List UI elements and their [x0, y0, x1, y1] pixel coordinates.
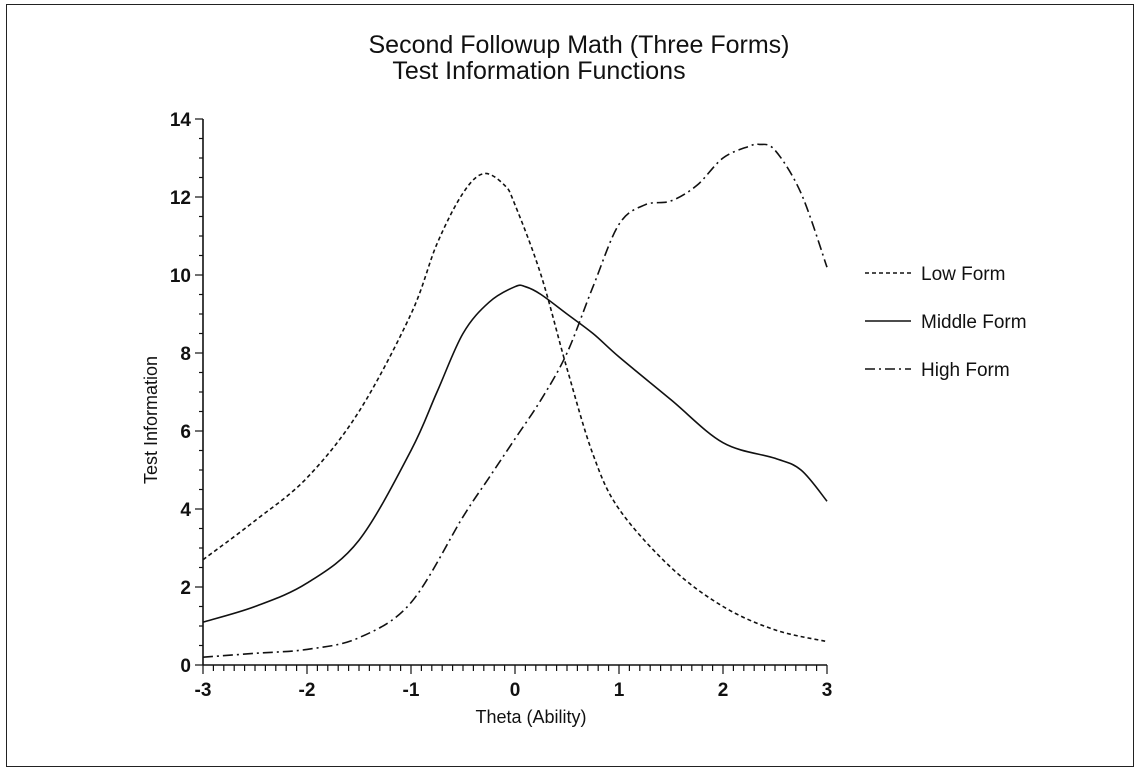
series-line-middle-form — [202, 284, 828, 623]
x-tick-label: -2 — [299, 680, 316, 701]
x-tick-label: -3 — [195, 680, 212, 701]
x-axis-label: Theta (Ability) — [475, 707, 586, 727]
legend-label: High Form — [921, 360, 1010, 381]
chart-svg: Second Followup Math (Three Forms) Test … — [141, 31, 1027, 727]
y-tick-label: 6 — [180, 422, 191, 443]
y-tick-label: 0 — [180, 656, 191, 677]
tick-marks — [195, 118, 828, 674]
y-tick-label: 12 — [170, 188, 191, 209]
y-tick-label: 8 — [180, 344, 191, 365]
legend-label: Low Form — [921, 264, 1005, 285]
x-tick-label: 0 — [510, 680, 521, 701]
y-tick-label: 2 — [180, 578, 191, 599]
y-tick-label: 4 — [180, 500, 191, 521]
y-tick-label: 10 — [170, 266, 191, 287]
series-lines — [202, 143, 828, 658]
x-tick-label: -1 — [403, 680, 420, 701]
legend-label: Middle Form — [921, 312, 1027, 333]
y-tick-label: 14 — [170, 110, 192, 131]
x-tick-label: 2 — [718, 680, 729, 701]
chart-subtitle: Test Information Functions — [392, 57, 685, 85]
x-tick-label: 3 — [822, 680, 833, 701]
chart-title: Second Followup Math (Three Forms) — [369, 31, 790, 59]
chart-frame: Second Followup Math (Three Forms) Test … — [6, 4, 1134, 767]
x-tick-label: 1 — [614, 680, 625, 701]
legend: Low Form Middle Form High Form — [865, 264, 1027, 381]
y-axis-label: Test Information — [141, 356, 161, 484]
series-line-high-form — [202, 143, 828, 658]
series-line-low-form — [202, 172, 828, 643]
axes — [202, 119, 827, 666]
